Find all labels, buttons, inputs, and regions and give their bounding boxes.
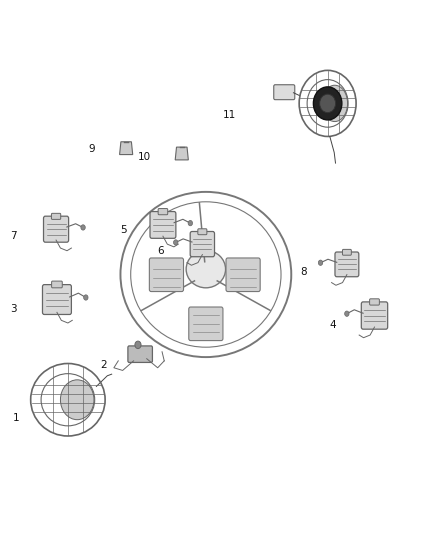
Text: 7: 7 (10, 231, 17, 240)
Polygon shape (175, 147, 188, 160)
FancyBboxPatch shape (274, 85, 295, 100)
Text: 6: 6 (158, 246, 164, 255)
FancyBboxPatch shape (189, 307, 223, 341)
Text: 9: 9 (89, 144, 95, 154)
Text: 2: 2 (101, 360, 107, 370)
Text: 4: 4 (330, 320, 336, 330)
Text: 1: 1 (13, 414, 20, 423)
Text: 5: 5 (120, 225, 127, 235)
FancyBboxPatch shape (370, 299, 379, 305)
Ellipse shape (186, 251, 226, 288)
Ellipse shape (322, 85, 348, 122)
FancyBboxPatch shape (190, 231, 215, 257)
Circle shape (188, 221, 193, 226)
FancyBboxPatch shape (158, 208, 168, 215)
Polygon shape (120, 142, 133, 155)
Circle shape (84, 295, 88, 300)
FancyBboxPatch shape (52, 281, 62, 288)
Circle shape (345, 311, 349, 317)
FancyBboxPatch shape (128, 346, 152, 362)
FancyBboxPatch shape (43, 216, 69, 242)
FancyBboxPatch shape (150, 212, 176, 238)
Ellipse shape (314, 87, 342, 120)
Text: 10: 10 (138, 152, 151, 161)
FancyBboxPatch shape (226, 258, 260, 292)
FancyBboxPatch shape (149, 258, 184, 292)
FancyBboxPatch shape (51, 213, 61, 220)
Circle shape (135, 341, 141, 349)
Circle shape (81, 225, 85, 230)
Ellipse shape (320, 94, 336, 112)
Text: 3: 3 (10, 304, 17, 314)
Circle shape (173, 240, 178, 245)
Text: 8: 8 (300, 267, 307, 277)
FancyBboxPatch shape (335, 252, 359, 277)
FancyBboxPatch shape (198, 229, 207, 235)
Circle shape (318, 260, 323, 265)
Ellipse shape (60, 380, 94, 419)
FancyBboxPatch shape (361, 302, 388, 329)
Text: 11: 11 (223, 110, 237, 120)
FancyBboxPatch shape (42, 285, 71, 314)
FancyBboxPatch shape (343, 249, 351, 255)
